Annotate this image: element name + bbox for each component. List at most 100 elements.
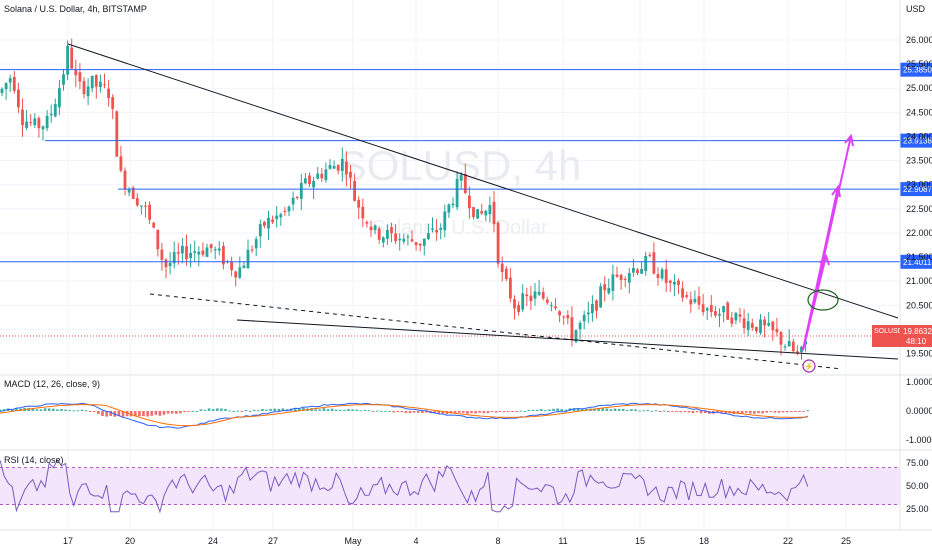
candle-body[interactable] [693, 298, 697, 303]
candle-body[interactable] [140, 205, 143, 207]
candle-body[interactable] [570, 317, 574, 340]
candle-body[interactable] [496, 222, 500, 264]
candle-body[interactable] [168, 263, 172, 267]
candle-body[interactable] [648, 254, 652, 256]
candle-body[interactable] [603, 284, 607, 291]
candle-body[interactable] [509, 277, 512, 299]
candle-body[interactable] [209, 244, 213, 249]
candle-body[interactable] [267, 217, 270, 229]
candle-body[interactable] [787, 341, 791, 347]
candle-body[interactable] [295, 197, 299, 199]
candle-body[interactable] [697, 296, 701, 305]
candle-body[interactable] [90, 75, 94, 89]
candle-body[interactable] [324, 169, 328, 181]
candle-body[interactable] [722, 306, 725, 313]
candle-body[interactable] [660, 269, 664, 279]
candle-body[interactable] [345, 161, 348, 175]
candle-body[interactable] [422, 238, 426, 246]
candle-body[interactable] [111, 96, 115, 109]
candle-body[interactable] [213, 249, 217, 251]
candle-body[interactable] [541, 291, 545, 299]
time-axis[interactable]: 17 20 24 27 May 4 8 11 15 18 22 25 [63, 536, 851, 546]
candle-body[interactable] [484, 210, 488, 216]
candle-body[interactable] [99, 81, 102, 88]
candle-body[interactable] [763, 319, 766, 326]
candle-body[interactable] [357, 199, 361, 208]
candle-body[interactable] [463, 173, 467, 193]
candle-body[interactable] [468, 195, 471, 209]
candle-body[interactable] [738, 314, 742, 317]
candle-body[interactable] [37, 118, 41, 129]
candle-body[interactable] [521, 293, 525, 310]
candle-body[interactable] [619, 275, 623, 281]
candle-body[interactable] [234, 271, 238, 278]
candle-body[interactable] [222, 246, 225, 265]
candle-body[interactable] [119, 156, 123, 171]
candle-body[interactable] [103, 84, 106, 86]
candle-body[interactable] [427, 233, 430, 240]
candle-body[interactable] [8, 78, 12, 83]
candle-body[interactable] [197, 251, 201, 255]
candle-body[interactable] [550, 305, 553, 307]
candle-body[interactable] [353, 181, 356, 201]
candle-body[interactable] [500, 263, 504, 273]
candle-body[interactable] [632, 268, 635, 273]
candle-body[interactable] [636, 269, 639, 274]
candle-body[interactable] [435, 229, 438, 233]
candle-body[interactable] [78, 72, 82, 82]
candle-body[interactable] [0, 88, 4, 94]
candle-body[interactable] [701, 304, 705, 313]
candle-body[interactable] [123, 170, 127, 190]
candle-body[interactable] [709, 305, 713, 313]
candle-body[interactable] [164, 259, 168, 268]
candle-body[interactable] [558, 311, 561, 316]
candle-body[interactable] [414, 242, 418, 246]
candle-body[interactable] [705, 308, 709, 311]
candle-body[interactable] [349, 171, 352, 178]
candle-body[interactable] [156, 229, 160, 250]
candle-body[interactable] [791, 341, 795, 352]
candle-body[interactable] [361, 206, 365, 219]
candle-body[interactable] [49, 113, 53, 116]
candle-body[interactable] [771, 321, 775, 331]
candle-body[interactable] [394, 233, 397, 242]
candle-body[interactable] [746, 321, 750, 330]
candle-body[interactable] [431, 228, 434, 230]
candle-body[interactable] [783, 346, 787, 348]
candle-body[interactable] [775, 328, 779, 333]
candle-body[interactable] [443, 211, 447, 231]
candle-body[interactable] [652, 252, 656, 274]
candle-body[interactable] [742, 318, 746, 329]
candle-body[interactable] [279, 214, 283, 218]
candle-body[interactable] [513, 299, 516, 309]
candle-body[interactable] [62, 74, 65, 85]
projection-arrows[interactable] [802, 133, 854, 351]
candle-body[interactable] [418, 243, 422, 246]
candle-body[interactable] [299, 182, 303, 199]
candle-body[interactable] [25, 121, 28, 128]
candle-body[interactable] [242, 265, 246, 269]
candle-body[interactable] [70, 47, 74, 69]
candle-body[interactable] [172, 252, 176, 264]
candle-body[interactable] [230, 261, 233, 271]
candle-body[interactable] [386, 229, 389, 239]
candle-body[interactable] [611, 274, 615, 291]
candle-body[interactable] [730, 317, 734, 324]
candle-body[interactable] [545, 299, 549, 303]
candle-body[interactable] [750, 323, 754, 328]
candle-body[interactable] [591, 303, 594, 314]
candle-body[interactable] [734, 312, 738, 321]
candle-body[interactable] [33, 118, 37, 126]
descending-trendline[interactable] [67, 43, 899, 319]
candle-body[interactable] [152, 222, 156, 228]
candle-body[interactable] [599, 286, 602, 308]
candle-body[interactable] [258, 224, 262, 237]
candle-body[interactable] [562, 316, 566, 318]
candle-body[interactable] [554, 306, 557, 309]
candle-body[interactable] [369, 226, 373, 231]
candle-body[interactable] [681, 288, 684, 298]
candle-body[interactable] [107, 88, 110, 99]
candle-body[interactable] [373, 225, 377, 231]
candle-body[interactable] [796, 351, 799, 354]
candle-body[interactable] [287, 206, 291, 212]
